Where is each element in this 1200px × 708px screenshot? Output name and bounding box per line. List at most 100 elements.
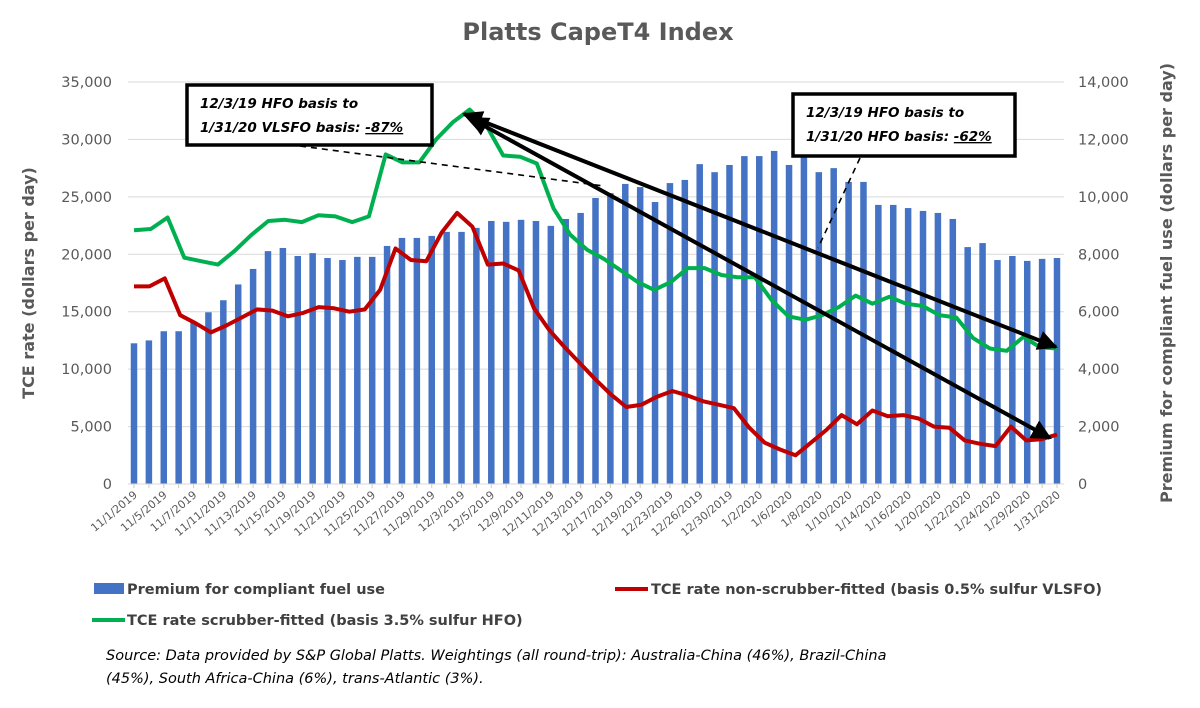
bar-premium — [651, 202, 659, 485]
bar-premium — [919, 210, 927, 485]
bar-premium — [577, 212, 584, 485]
annotation-vlsfo-value: -87% — [365, 120, 403, 136]
bar-premium — [205, 312, 212, 484]
left-tick-label: 5,000 — [70, 420, 112, 436]
bar-premium — [220, 300, 227, 484]
legend: Premium for compliant fuel use TCE rate … — [92, 582, 1102, 629]
bar-premium — [607, 193, 614, 485]
bar-premium — [949, 218, 957, 484]
bar-premium — [488, 220, 495, 484]
right-axis-label: Premium for compliant fuel use (dollars … — [1157, 63, 1176, 503]
bar-premium — [845, 181, 852, 484]
bar-premium — [309, 253, 316, 484]
left-tick-label: 25,000 — [61, 190, 112, 206]
bar-premium — [1038, 258, 1046, 484]
bar-premium — [383, 245, 391, 484]
bar-premium — [1053, 258, 1061, 484]
bar-premium — [413, 237, 421, 484]
bar-premium — [934, 212, 942, 485]
source-note: Source: Data provided by S&P Global Plat… — [106, 645, 1106, 691]
legend-label-non-scrubber: TCE rate non-scrubber-fitted (basis 0.5%… — [651, 582, 1102, 598]
right-tick-label: 4,000 — [1078, 362, 1120, 378]
annotation-vlsfo-line1: 12/3/19 HFO basis to — [200, 96, 358, 112]
bar-premium — [889, 204, 897, 484]
legend-swatch-premium — [94, 583, 124, 594]
source-line-2: (45%), South Africa-China (6%), trans-At… — [106, 671, 484, 687]
bar-premium — [294, 256, 302, 484]
bar-premium — [324, 258, 331, 484]
right-tick-label: 8,000 — [1078, 247, 1120, 263]
bar-premium — [636, 187, 644, 484]
bar-premium — [785, 164, 793, 484]
bar-premium — [770, 150, 778, 484]
bar-premium — [473, 227, 480, 484]
left-axis-ticks: 0 5,000 10,000 15,000 20,000 25,000 30,000 35,0… — [61, 75, 112, 493]
right-tick-label: 0 — [1078, 477, 1087, 493]
bar-premium — [1009, 256, 1016, 484]
bar-premium — [458, 231, 465, 484]
bar-premium — [741, 156, 748, 484]
bar-premium — [190, 322, 197, 484]
annotation-vlsfo-label: 1/31/20 VLSFO basis: — [200, 120, 365, 136]
annotation-hfo-line2: 1/31/20 HFO basis: -62% — [806, 129, 992, 145]
premium-bars — [130, 150, 1061, 485]
left-tick-label: 15,000 — [61, 305, 112, 321]
annotation-hfo-label: 1/31/20 HFO basis: — [806, 129, 954, 145]
right-tick-label: 6,000 — [1078, 305, 1120, 321]
left-tick-label: 30,000 — [61, 132, 112, 148]
bar-premium — [264, 251, 272, 484]
bar-premium — [234, 284, 242, 484]
bar-premium — [696, 164, 703, 484]
bar-premium — [130, 343, 138, 484]
legend-label-scrubber: TCE rate scrubber-fitted (basis 3.5% sul… — [127, 613, 523, 629]
left-tick-label: 10,000 — [61, 362, 112, 378]
bar-premium — [175, 331, 182, 484]
bar-premium — [830, 168, 837, 484]
bar-premium — [368, 256, 376, 484]
bar-premium — [904, 208, 912, 484]
bar-premium — [726, 164, 733, 484]
left-axis-label: TCE rate (dollars per day) — [19, 167, 38, 399]
annotation-hfo-line1: 12/3/19 HFO basis to — [806, 105, 964, 121]
right-tick-label: 2,000 — [1078, 420, 1120, 436]
bar-premium — [160, 331, 168, 484]
bar-premium — [994, 260, 1001, 484]
bar-premium — [711, 172, 718, 485]
bar-premium — [443, 231, 450, 484]
annotation-2-leader — [817, 157, 861, 249]
right-tick-label: 10,000 — [1078, 190, 1129, 206]
bar-premium — [532, 220, 540, 484]
annotation-hfo-value: -62% — [954, 129, 992, 145]
left-tick-label: 0 — [103, 477, 112, 493]
bar-premium — [1023, 260, 1031, 484]
right-axis-ticks: 0 2,000 4,000 6,000 8,000 10,000 12,000 14,000 — [1078, 75, 1129, 493]
bar-premium — [339, 260, 346, 484]
legend-label-premium: Premium for compliant fuel use — [127, 582, 385, 598]
arrow-to-vlsfo-end — [468, 116, 1052, 440]
bar-premium — [964, 247, 971, 484]
bar-premium — [428, 235, 435, 484]
annotation-vlsfo-line2: 1/31/20 VLSFO basis: -87% — [200, 120, 403, 136]
source-line-1: Source: Data provided by S&P Global Plat… — [106, 648, 887, 664]
annotation-vlsfo: 12/3/19 HFO basis to 1/31/20 VLSFO basis… — [185, 83, 434, 147]
bar-premium — [398, 237, 406, 484]
bar-premium — [249, 268, 257, 484]
bar-premium — [979, 243, 986, 484]
left-tick-label: 20,000 — [61, 247, 112, 263]
bar-premium — [517, 219, 525, 485]
bar-premium — [681, 179, 689, 484]
bar-premium — [279, 247, 287, 484]
bar-premium — [622, 183, 629, 484]
x-axis-ticks: 11/1/201911/5/201911/7/201911/11/201911/… — [88, 483, 1064, 539]
left-tick-label: 35,000 — [61, 75, 112, 91]
right-tick-label: 12,000 — [1078, 132, 1129, 148]
right-tick-label: 14,000 — [1078, 75, 1129, 91]
bar-premium — [592, 198, 599, 484]
bar-premium — [145, 340, 153, 484]
annotation-hfo: 12/3/19 HFO basis to 1/31/20 HFO basis: … — [791, 92, 1017, 158]
chart-title: Platts CapeT4 Index — [462, 18, 734, 46]
bar-premium — [502, 221, 510, 485]
bar-premium — [547, 225, 555, 484]
bar-premium — [354, 256, 361, 484]
